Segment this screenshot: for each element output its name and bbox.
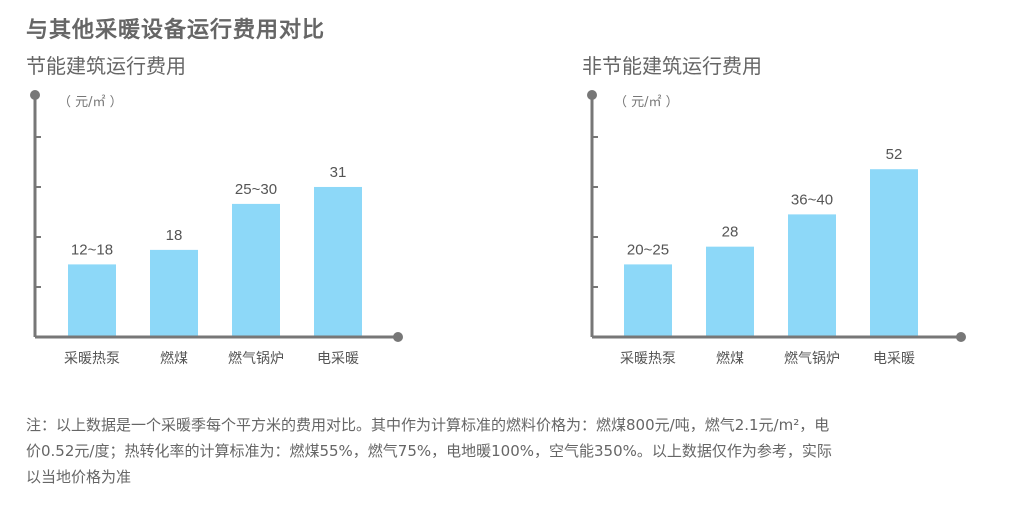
chart-1-category-label: 电采暖 <box>317 351 359 367</box>
footnote-line-3: 以当地价格为准 <box>26 468 132 486</box>
chart-2-bar <box>870 169 918 336</box>
chart-1-y-axis-end <box>30 90 40 100</box>
footnote-line-2: 价0.52元/度；热转化率的计算标准为：燃煤55%，燃气75%，电地暖100%，… <box>26 442 832 460</box>
chart-2-bar <box>706 246 754 336</box>
chart-1-category-label: 燃煤 <box>160 350 188 367</box>
charts-canvas: 节能建筑运行费用 （ 元/㎡ ） 12~18 采暖热泵 18 燃煤 25~30 燃气锅炉 31 电… <box>26 54 966 367</box>
chart-2-bar <box>788 214 836 336</box>
chart-2-category-label: 燃煤 <box>716 350 744 367</box>
footnote: 注：以上数据是一个采暖季每个平方米的费用对比。其中作为计算标准的燃料价格为：燃煤… <box>26 412 1011 490</box>
chart-2-unit-label: （ 元/㎡ ） <box>614 95 679 110</box>
chart-1-bar <box>68 264 116 336</box>
chart-1-value-label: 31 <box>330 164 347 181</box>
chart-1-bar <box>314 186 362 336</box>
chart-1-unit-label: （ 元/㎡ ） <box>58 95 123 110</box>
chart-2-category-label: 电采暖 <box>873 351 915 367</box>
chart-1-bar <box>232 203 280 336</box>
main-title: 与其他采暖设备运行费用对比 <box>26 18 326 43</box>
chart-2-value-label: 20~25 <box>627 241 669 258</box>
chart-2-category-label: 采暖热泵 <box>620 351 676 367</box>
chart-1-title: 节能建筑运行费用 <box>26 54 186 78</box>
chart-1-value-label: 12~18 <box>71 241 113 258</box>
chart-1-category-label: 采暖热泵 <box>64 351 120 367</box>
chart-2-title: 非节能建筑运行费用 <box>582 54 762 78</box>
chart-2-category-label: 燃气锅炉 <box>784 350 840 367</box>
chart-1-value-label: 18 <box>166 227 183 244</box>
chart-2-value-label: 52 <box>886 146 903 163</box>
footnote-line-1: 注：以上数据是一个采暖季每个平方米的费用对比。其中作为计算标准的燃料价格为：燃煤… <box>26 416 830 434</box>
chart-1-category-label: 燃气锅炉 <box>228 350 284 367</box>
chart-2-y-axis-end <box>587 90 597 100</box>
chart-2-value-label: 28 <box>722 224 739 241</box>
chart-1-value-label: 25~30 <box>235 181 277 198</box>
chart-2-x-axis-end <box>956 332 966 342</box>
chart-1-x-axis-end <box>393 332 403 342</box>
chart-2-bar <box>624 264 672 336</box>
chart-1-bar <box>150 249 198 336</box>
chart-2-value-label: 36~40 <box>791 191 833 208</box>
